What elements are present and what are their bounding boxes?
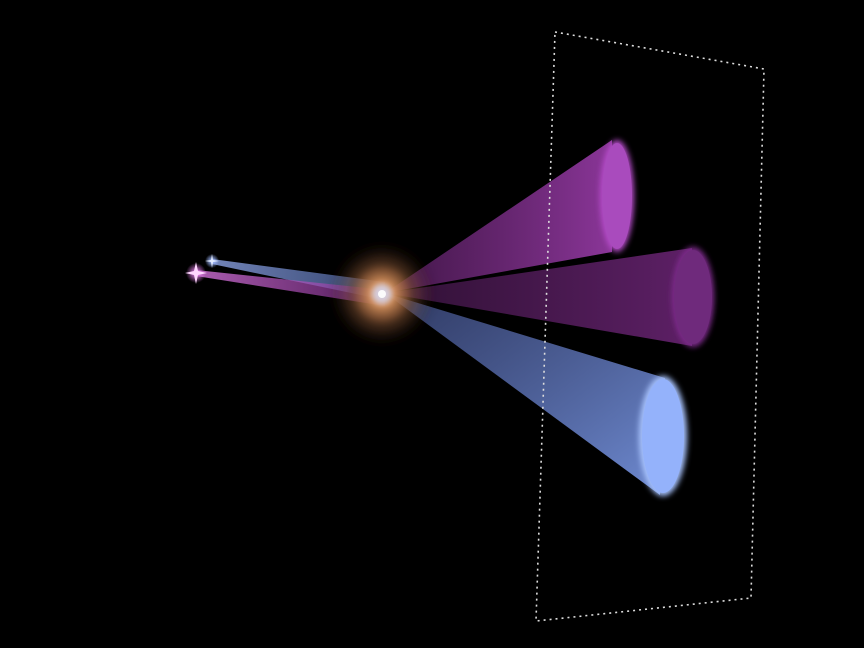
- blue-star: [205, 254, 219, 268]
- galaxy-cluster: [330, 242, 434, 346]
- violet-star: [185, 262, 207, 284]
- middle-violet-beam: [385, 247, 714, 347]
- upper-violet-beam: [385, 140, 634, 293]
- lower-blue-beam: [385, 293, 687, 496]
